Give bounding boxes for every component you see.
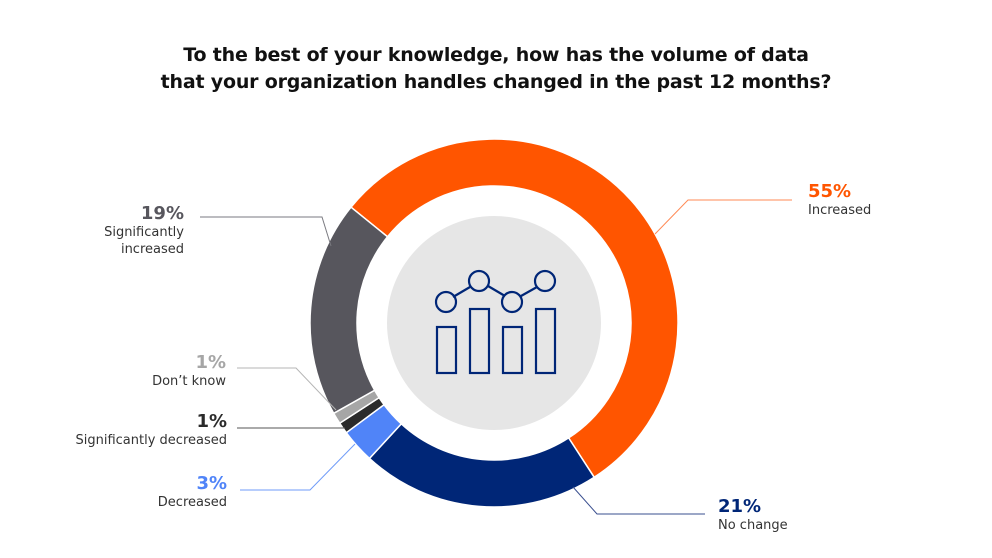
label-no-change-percent: 21%: [718, 496, 762, 517]
label-significantly-increased-text-2: increased: [120, 242, 184, 257]
label-significantly-increased: 19% Significantly increased: [104, 204, 184, 258]
label-dont-know-percent: 1%: [195, 352, 226, 373]
label-significantly-decreased: 1% Significantly decreased: [76, 412, 228, 449]
label-decreased: 3% Decreased: [158, 474, 227, 511]
leader-lines: [200, 199, 792, 515]
leader-line-increased: [654, 199, 792, 235]
label-significantly-decreased-percent: 1%: [196, 411, 227, 432]
leader-line-dont-know: [237, 367, 337, 411]
chart-title: To the best of your knowledge, how has t…: [0, 42, 992, 96]
leader-line-decreased: [240, 443, 356, 491]
leader-line-no-change: [572, 486, 705, 515]
label-dont-know-text: Don’t know: [152, 374, 226, 389]
label-decreased-text: Decreased: [157, 495, 227, 510]
label-significantly-increased-text-1: Significantly: [104, 225, 184, 240]
label-no-change-text: No change: [718, 518, 788, 533]
label-significantly-increased-percent: 19%: [140, 203, 184, 224]
center-circle: [387, 216, 601, 430]
label-increased-percent: 55%: [808, 181, 852, 202]
chart-title-line-2: that your organization handles changed i…: [160, 71, 832, 93]
donut-slice-no-change: [368, 422, 596, 508]
label-increased: 55% Increased: [808, 182, 871, 219]
label-decreased-percent: 3%: [196, 473, 227, 494]
label-increased-text: Increased: [808, 203, 872, 218]
label-no-change: 21% No change: [718, 497, 788, 534]
leader-line-significantly-increased: [200, 216, 332, 247]
donut-slice-significantly-increased: [309, 206, 389, 415]
label-dont-know: 1% Don’t know: [152, 353, 226, 390]
donut-slices: [309, 138, 679, 508]
donut-slice-increased: [349, 138, 679, 479]
chart-title-line-1: To the best of your knowledge, how has t…: [183, 44, 809, 66]
label-significantly-decreased-text: Significantly decreased: [75, 433, 228, 448]
bar-line-chart-icon: [434, 269, 557, 375]
